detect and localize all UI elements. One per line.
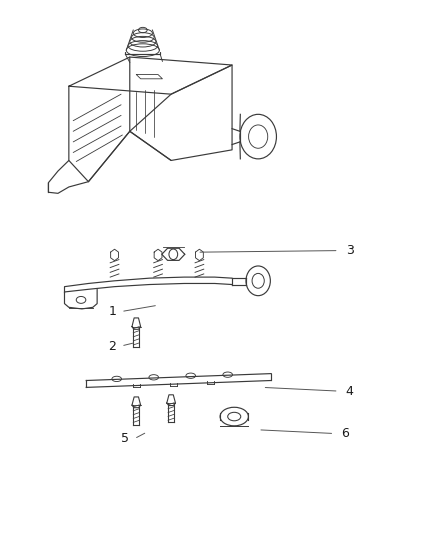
Text: 6: 6 xyxy=(341,427,349,440)
Text: 1: 1 xyxy=(109,305,117,318)
Text: 3: 3 xyxy=(346,244,353,257)
Text: 5: 5 xyxy=(121,432,129,446)
Text: 2: 2 xyxy=(109,340,117,352)
Text: 4: 4 xyxy=(346,385,353,398)
